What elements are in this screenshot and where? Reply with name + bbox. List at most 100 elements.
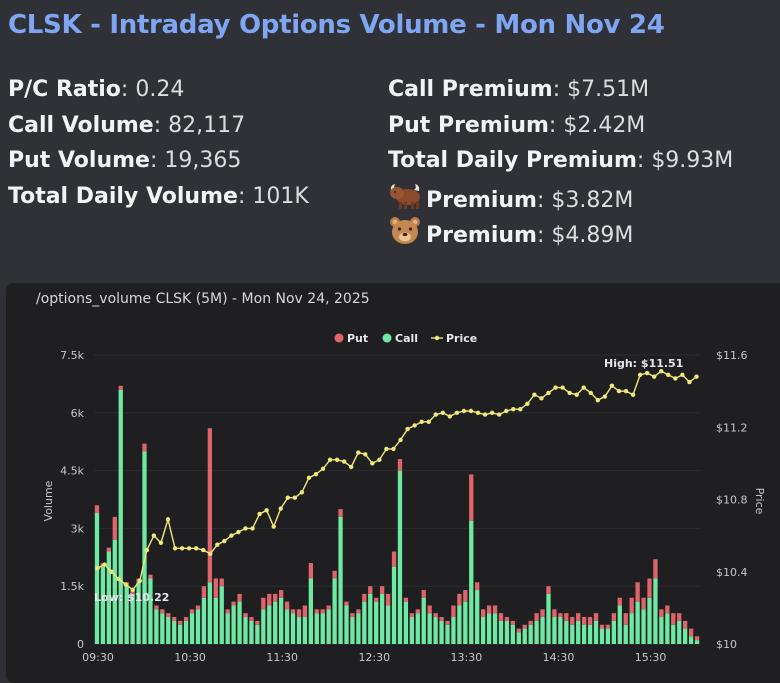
- call-bar: [409, 617, 414, 644]
- put-bar: [403, 597, 409, 602]
- price-point: [419, 419, 424, 425]
- put-bar: [385, 593, 391, 606]
- price-point: [644, 370, 650, 376]
- put-bar: [671, 613, 676, 625]
- price-point: [567, 390, 572, 396]
- price-point: [306, 475, 312, 481]
- put-bar: [290, 609, 296, 614]
- price-point: [673, 376, 678, 381]
- call-bar: [492, 613, 498, 644]
- chart-panel: /options_volume CLSK (5M) - Mon Nov 24, …: [6, 283, 780, 683]
- price-point: [680, 372, 685, 378]
- pc-ratio-stat: P/C Ratio: 0.24: [8, 77, 185, 102]
- price-point: [546, 390, 551, 396]
- call-bar: [183, 620, 189, 644]
- put-bar: [350, 613, 355, 618]
- put-bar: [201, 586, 207, 598]
- call-bar: [534, 620, 539, 644]
- put-bar: [314, 609, 319, 614]
- call-bar: [255, 624, 260, 644]
- put-bar: [629, 597, 634, 614]
- stat-label: Total Daily Premium: [388, 148, 637, 173]
- call-legend-marker: [382, 333, 392, 343]
- put-bar: [659, 609, 664, 618]
- price-point: [560, 385, 565, 390]
- call-bar: [356, 613, 361, 644]
- put-bar: [302, 605, 308, 618]
- call-bar: [641, 609, 646, 644]
- put-bar: [118, 385, 123, 390]
- call-bar: [314, 613, 319, 644]
- price-point: [461, 408, 467, 414]
- put-bar: [457, 593, 462, 606]
- put-bar: [481, 609, 486, 618]
- price-point: [363, 452, 368, 457]
- call-bar: [451, 617, 456, 644]
- call-bar: [498, 620, 504, 644]
- put-bar: [332, 570, 337, 579]
- put-legend-label: Put: [347, 332, 368, 345]
- call-bar: [457, 605, 462, 644]
- price-point: [398, 437, 403, 443]
- price-line: [95, 369, 699, 593]
- put-bar: [546, 586, 551, 594]
- call-bar: [267, 605, 272, 644]
- put-bar: [189, 609, 195, 614]
- call-bar: [296, 617, 302, 644]
- put-bar: [582, 617, 587, 625]
- call-bar: [332, 578, 337, 644]
- price-point: [504, 408, 509, 414]
- put-bar: [183, 617, 189, 621]
- y2-tick-label: $10: [716, 638, 737, 651]
- stat-value: 19,365: [164, 148, 242, 173]
- price-point: [165, 517, 171, 522]
- stat-value: 0.24: [135, 77, 185, 102]
- x-tick-label: 11:30: [266, 651, 298, 664]
- call-bar: [582, 624, 587, 644]
- put-bar: [504, 617, 510, 621]
- put-bar: [296, 609, 302, 618]
- call-bar: [653, 578, 658, 644]
- put-bar: [469, 474, 474, 521]
- price-point: [116, 576, 121, 582]
- put-bar: [195, 605, 201, 610]
- price-point: [222, 538, 227, 544]
- call-bar: [350, 617, 355, 644]
- put-bar: [421, 590, 426, 598]
- call-bar: [178, 624, 183, 644]
- price-point: [630, 392, 636, 397]
- total-volume-stat: Total Daily Volume: 101K: [8, 183, 309, 209]
- price-point: [511, 406, 516, 412]
- price-point: [602, 394, 608, 399]
- call-bar: [172, 620, 177, 644]
- x-tick-label: 09:30: [82, 651, 114, 664]
- put-bar: [593, 613, 599, 621]
- price-point: [158, 540, 164, 546]
- call-bar: [249, 620, 254, 644]
- call-bar: [213, 597, 218, 644]
- put-bar: [445, 620, 450, 625]
- y2-tick-label: $11.2: [716, 421, 748, 434]
- stat-label: Call Volume: [8, 112, 154, 138]
- put-bar: [683, 620, 688, 629]
- stats-right: Call Premium: $7.51M Put Premium: $2.42M…: [388, 74, 733, 252]
- price-point: [215, 542, 220, 547]
- put-bar: [255, 620, 260, 625]
- call-bar: [290, 613, 296, 644]
- low-annotation: Low: $10.22: [94, 591, 169, 604]
- price-point: [109, 569, 114, 574]
- price-point: [229, 533, 234, 538]
- call-bar: [421, 597, 426, 644]
- price-point: [271, 524, 276, 529]
- price-legend-marker: [434, 335, 440, 341]
- call-bar: [617, 605, 622, 644]
- put-bar: [213, 578, 218, 598]
- put-bar: [486, 605, 492, 614]
- price-point: [243, 526, 248, 531]
- call-bar: [445, 624, 450, 644]
- y2-tick-label: $11.6: [716, 349, 748, 362]
- price-point: [370, 461, 375, 466]
- put-bar: [94, 505, 100, 513]
- call-bar: [308, 578, 313, 644]
- put-bar: [528, 620, 533, 625]
